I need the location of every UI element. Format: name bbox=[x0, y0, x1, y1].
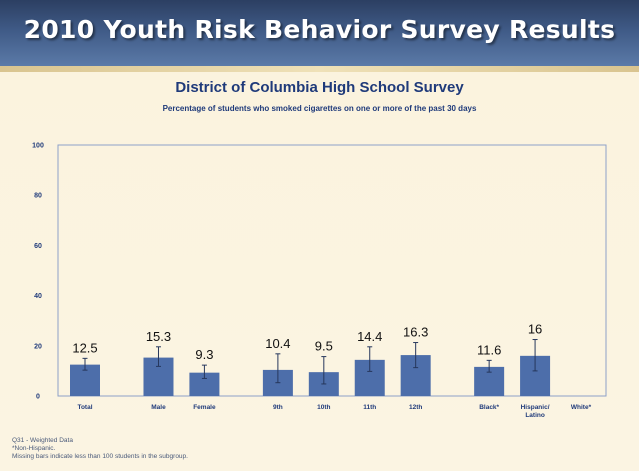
category-label: 9th bbox=[273, 404, 283, 411]
footnote-line: Missing bars indicate less than 100 stud… bbox=[12, 453, 188, 460]
footnote-line: Q31 - Weighted Data bbox=[12, 437, 73, 444]
data-label: 12.5 bbox=[72, 340, 97, 355]
y-tick-label: 40 bbox=[34, 293, 42, 300]
data-label: 16.3 bbox=[403, 325, 428, 340]
y-tick-label: 20 bbox=[34, 343, 42, 350]
footnotes: Q31 - Weighted Data *Non-Hispanic. Missi… bbox=[12, 437, 188, 461]
category-label: Hispanic/ bbox=[521, 404, 550, 411]
data-label: 16 bbox=[528, 322, 542, 337]
slide-title: 2010 Youth Risk Behavior Survey Results bbox=[23, 15, 616, 44]
category-label: Female bbox=[193, 404, 216, 411]
data-label: 9.5 bbox=[315, 339, 333, 354]
data-label: 14.4 bbox=[357, 329, 382, 344]
category-label: Black* bbox=[479, 404, 499, 411]
category-label: 10th bbox=[317, 404, 330, 411]
title-banner bbox=[0, 0, 639, 66]
banner-divider bbox=[0, 66, 639, 72]
y-tick-label: 100 bbox=[32, 143, 44, 150]
data-label: 9.3 bbox=[195, 347, 213, 362]
category-label: Male bbox=[151, 404, 166, 411]
data-label: 15.3 bbox=[146, 329, 171, 344]
chart-subtitle: Percentage of students who smoked cigare… bbox=[162, 104, 477, 113]
y-tick-label: 0 bbox=[36, 394, 40, 401]
bar bbox=[189, 372, 220, 396]
category-label: 12th bbox=[409, 404, 422, 411]
category-label: Latino bbox=[525, 412, 545, 419]
y-tick-label: 60 bbox=[34, 243, 42, 250]
y-tick-label: 80 bbox=[34, 193, 42, 200]
category-label: Total bbox=[77, 404, 92, 411]
data-label: 10.4 bbox=[265, 336, 290, 351]
chart-title: District of Columbia High School Survey bbox=[175, 79, 464, 96]
category-label: 11th bbox=[363, 404, 376, 411]
data-label: 11.6 bbox=[477, 342, 501, 357]
footnote-line: *Non-Hispanic. bbox=[12, 445, 56, 452]
category-label: White* bbox=[571, 404, 592, 411]
